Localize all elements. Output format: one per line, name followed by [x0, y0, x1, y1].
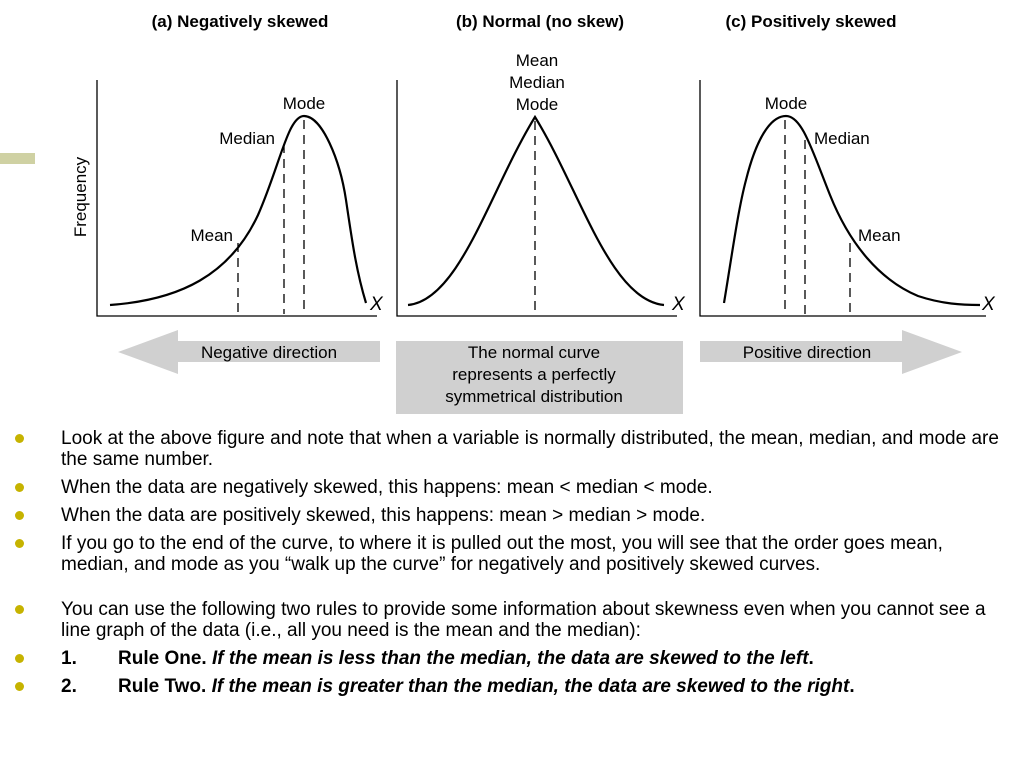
bullet-item: When the data are negatively skewed, thi… [0, 477, 1024, 498]
accent-bar [0, 153, 35, 164]
bullet-dot [15, 682, 24, 691]
bullet-text: When the data are negatively skewed, thi… [61, 477, 713, 498]
mode-label-negative: Mode [283, 94, 326, 113]
bullet-dot [15, 539, 24, 548]
median-label-normal: Median [509, 73, 565, 92]
mean-label-normal: Mean [516, 51, 559, 70]
bullet-dot [15, 654, 24, 663]
panel-title-positive: (c) Positively skewed [725, 12, 896, 31]
rule-end: . [849, 676, 855, 697]
skewness-figure: (a) Negatively skewed (b) Normal (no ske… [71, 12, 996, 414]
panel-positive: Mode Median Mean X [699, 80, 996, 317]
positive-direction-arrow: Positive direction [700, 330, 962, 374]
axes-negative [96, 80, 377, 317]
bullet-dot [15, 483, 24, 492]
x-axis-label-positive: X [981, 294, 996, 315]
normal-box-line-1: The normal curve [468, 343, 600, 362]
negative-direction-arrow: Negative direction [118, 330, 380, 374]
axes-normal [396, 80, 677, 317]
bullet-text: You can use the following two rules to p… [61, 599, 986, 641]
normal-box-line-2: represents a perfectly [452, 365, 616, 384]
mode-label-normal: Mode [516, 95, 559, 114]
bullet-text: If you go to the end of the curve, to wh… [61, 533, 943, 575]
mean-label-negative: Mean [190, 226, 233, 245]
bullet-item: When the data are positively skewed, thi… [0, 505, 1024, 526]
y-axis-label: Frequency [71, 156, 90, 237]
bullet-item: You can use the following two rules to p… [0, 599, 1024, 641]
bullet-item: If you go to the end of the curve, to wh… [0, 533, 1024, 575]
rule-item: 1. Rule One. If the mean is less than the… [0, 648, 1024, 669]
axes-positive [699, 80, 986, 317]
rule-number: 1. [61, 648, 77, 669]
rule-text: If the mean is greater than the median, … [211, 676, 850, 697]
panel-normal: Mean Median Mode X [396, 51, 686, 317]
x-axis-label-normal: X [671, 294, 686, 315]
x-axis-label-negative: X [369, 294, 384, 315]
bullet-dot [15, 605, 24, 614]
mode-label-positive: Mode [765, 94, 808, 113]
rule-text: If the mean is less than the median, the… [211, 648, 809, 669]
curve-positive [722, 114, 981, 307]
bullet-dot [15, 511, 24, 520]
bullet-item: Look at the above figure and note that w… [0, 428, 1024, 470]
normal-box-line-3: symmetrical distribution [445, 387, 623, 406]
bullet-text: Look at the above figure and note that w… [61, 428, 999, 470]
curve-normal [407, 114, 665, 307]
mean-label-positive: Mean [858, 226, 901, 245]
rule-item: 2. Rule Two. If the mean is greater than … [0, 676, 1024, 697]
bullet-list: Look at the above figure and note that w… [0, 428, 1024, 697]
positive-direction-label: Positive direction [743, 343, 872, 362]
panel-title-normal: (b) Normal (no skew) [456, 12, 624, 31]
bullet-dot [15, 434, 24, 443]
bullet-text: When the data are positively skewed, thi… [61, 505, 706, 526]
rule-name: Rule Two. [118, 676, 207, 697]
rule-end: . [808, 648, 814, 669]
rule-number: 2. [61, 676, 77, 697]
panel-title-negative: (a) Negatively skewed [152, 12, 329, 31]
rule-name: Rule One. [118, 648, 207, 669]
curve-negative [109, 114, 368, 307]
normal-curve-box: The normal curve represents a perfectly … [396, 341, 683, 414]
median-label-negative: Median [219, 129, 275, 148]
panel-negative: Mode Median Mean X [96, 80, 384, 317]
median-label-positive: Median [814, 129, 870, 148]
negative-direction-label: Negative direction [201, 343, 337, 362]
